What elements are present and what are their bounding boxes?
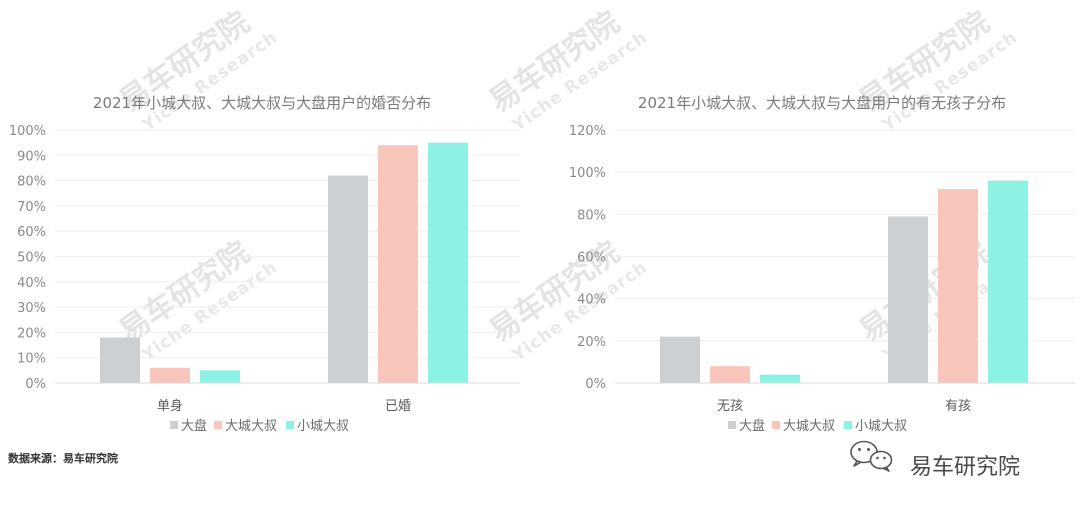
y-tick-label: 50%	[17, 251, 46, 266]
bar-marital-0-0	[100, 337, 140, 383]
children-chart-title: 2021年小城大叔、大城大叔与大盘用户的有无孩子分布	[638, 94, 1006, 112]
marital-chart-title: 2021年小城大叔、大城大叔与大盘用户的婚否分布	[93, 94, 431, 112]
y-tick-label: 0%	[585, 377, 606, 392]
bar-marital-0-2	[200, 370, 240, 383]
y-tick-label: 0%	[25, 377, 46, 392]
y-tick-label: 80%	[17, 175, 46, 190]
y-tick-label: 120%	[569, 124, 606, 139]
bar-marital-0-1	[150, 367, 190, 383]
wechat-icon	[850, 440, 893, 472]
brand-logo: 易车研究院	[850, 440, 1020, 480]
y-tick-label: 100%	[569, 166, 606, 181]
legend-label: 大盘	[181, 418, 207, 434]
legend-swatch	[286, 421, 294, 429]
legend-swatch	[728, 421, 736, 429]
y-tick-label: 10%	[17, 352, 46, 367]
legend-label: 小城大叔	[297, 419, 349, 434]
marital-legend: 大盘 大城大叔 小城大叔	[170, 418, 349, 434]
legend-swatch	[170, 421, 178, 429]
legend-label: 小城大叔	[855, 419, 907, 434]
legend-label: 大城大叔	[225, 419, 277, 434]
marital-x-axis: 单身 已婚	[55, 382, 520, 414]
y-tick-label: 40%	[17, 276, 46, 291]
marital-bars	[100, 142, 468, 383]
bar-children-1-1	[938, 189, 978, 383]
children-chart: 2021年小城大叔、大城大叔与大盘用户的有无孩子分布 0% 20% 40% 60% 80…	[569, 94, 1075, 434]
children-x-axis: 无孩 有孩	[615, 382, 1075, 414]
marital-y-axis: 0% 10% 20% 30% 40% 50% 60% 70% 80% 90% 100%	[9, 124, 46, 392]
brand-name: 易车研究院	[910, 455, 1020, 480]
y-tick-label: 20%	[17, 326, 46, 341]
bar-marital-1-0	[328, 175, 368, 383]
y-tick-label: 20%	[577, 335, 606, 350]
y-tick-label: 30%	[17, 301, 46, 316]
x-category-label: 有孩	[945, 399, 971, 414]
y-tick-label: 100%	[9, 124, 46, 139]
legend-label: 大盘	[739, 418, 765, 434]
marital-chart: 2021年小城大叔、大城大叔与大盘用户的婚否分布 0% 10% 20% 30% 40% 5…	[9, 94, 520, 434]
bar-children-1-2	[988, 180, 1028, 383]
legend-swatch	[844, 421, 852, 429]
children-legend: 大盘 大城大叔 小城大叔	[728, 418, 907, 434]
y-tick-label: 80%	[577, 208, 606, 223]
y-tick-label: 60%	[577, 251, 606, 266]
bar-children-0-1	[710, 366, 750, 383]
y-tick-label: 70%	[17, 200, 46, 215]
x-category-label: 已婚	[385, 399, 411, 414]
bar-marital-1-1	[378, 145, 418, 383]
children-bars	[660, 180, 1028, 383]
legend-swatch	[772, 421, 780, 429]
source-note: 数据来源：易车研究院	[8, 451, 118, 465]
x-category-label: 单身	[157, 398, 183, 414]
bar-marital-1-2	[428, 142, 468, 383]
legend-swatch	[214, 421, 222, 429]
y-tick-label: 90%	[17, 149, 46, 164]
y-tick-label: 40%	[577, 293, 606, 308]
x-category-label: 无孩	[717, 399, 743, 414]
bar-children-0-0	[660, 336, 700, 383]
y-tick-label: 60%	[17, 225, 46, 240]
legend-label: 大城大叔	[783, 419, 835, 434]
bar-children-1-0	[888, 216, 928, 383]
children-y-axis: 0% 20% 40% 60% 80% 100% 120%	[569, 124, 606, 392]
bar-children-0-2	[760, 374, 800, 383]
